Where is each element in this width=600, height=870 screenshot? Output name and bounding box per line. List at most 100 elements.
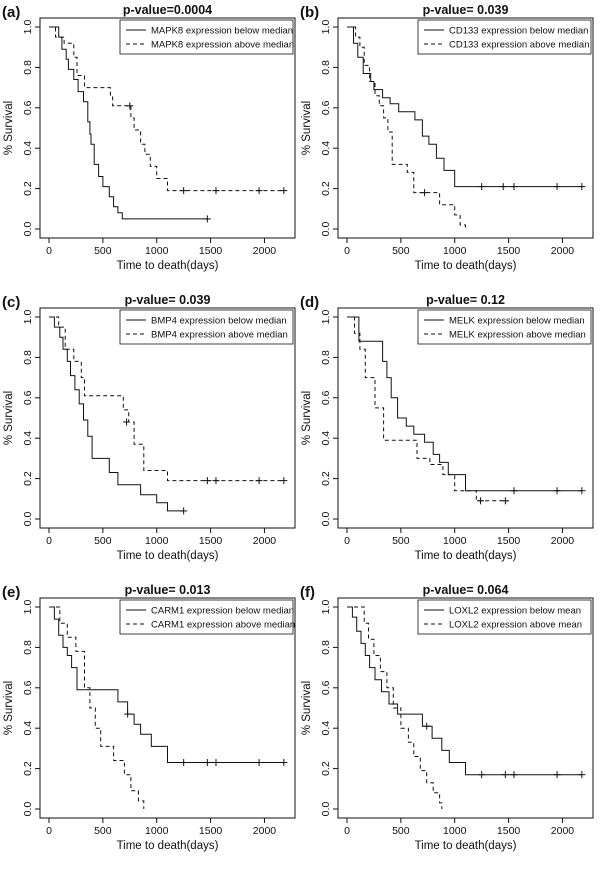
y-tick-label: 0.8 [22, 350, 34, 365]
x-tick-label: 1000 [145, 825, 169, 837]
series-line-below [347, 26, 582, 188]
chart-title: p-value= 0.039 [423, 3, 509, 17]
censor-mark [553, 183, 561, 191]
panel-label: (c) [2, 294, 20, 311]
x-tick-label: 0 [344, 535, 350, 547]
chart-title: p-value= 0.12 [426, 293, 505, 307]
x-tick-label: 500 [94, 245, 112, 257]
x-tick-label: 2000 [551, 535, 575, 547]
y-tick-label: 0.6 [22, 100, 34, 115]
censor-mark [255, 759, 263, 767]
censor-mark [280, 759, 288, 767]
y-tick-label: 0.8 [22, 640, 34, 655]
censor-mark [421, 189, 429, 197]
survival-panel-a: (a) p-value=0.0004 0 500 1000 1500 2000 0.0 0.2 0… [2, 3, 296, 272]
x-tick-label: 500 [94, 825, 112, 837]
legend-box [417, 599, 592, 635]
x-tick-label: 0 [46, 535, 52, 547]
y-axis-label: % Survival [3, 101, 15, 155]
y-axis-label: % Survival [301, 101, 313, 155]
legend-entry: CARM1 expression above median [151, 620, 295, 631]
y-tick-label: 0.2 [320, 471, 332, 486]
panel-label: (d) [300, 294, 319, 311]
censor-mark [553, 487, 561, 495]
censor-mark [255, 477, 263, 485]
y-tick-label: 0.6 [320, 390, 332, 405]
legend-entry: BMP4 expression below median [151, 316, 287, 327]
x-axis-label: Time to death(days) [117, 550, 219, 562]
plot-frame [39, 17, 296, 239]
y-tick-label: 0.4 [22, 721, 34, 736]
censor-mark [180, 759, 188, 767]
censor-mark [477, 497, 485, 505]
x-tick-label: 500 [392, 245, 410, 257]
censor-mark [578, 771, 586, 779]
y-tick-label: 0.6 [22, 680, 34, 695]
y-tick-label: 1.0 [320, 600, 332, 615]
x-tick-label: 1000 [443, 825, 467, 837]
y-tick-label: 0.0 [22, 222, 34, 237]
censor-mark [203, 477, 211, 485]
x-tick-label: 1500 [497, 535, 521, 547]
censor-mark [280, 187, 288, 195]
y-tick-label: 0.2 [320, 761, 332, 776]
x-tick-label: 2000 [253, 535, 277, 547]
legend-box [417, 309, 592, 345]
legend: CD133 expression below median CD133 expre… [417, 19, 592, 55]
y-axis-label: % Survival [3, 681, 15, 735]
y-axis-label: % Survival [301, 391, 313, 445]
survival-panel-b: (b) p-value= 0.039 0 500 1000 1500 2000 0.0 0.2 0… [300, 3, 594, 272]
chart-title: p-value= 0.039 [125, 293, 211, 307]
x-tick-label: 2000 [551, 245, 575, 257]
y-tick-label: 1.0 [320, 20, 332, 35]
y-tick-label: 1.0 [22, 310, 34, 325]
censor-mark [510, 487, 518, 495]
series-line-below [347, 606, 582, 776]
censor-mark [578, 183, 586, 191]
series-line-below [49, 606, 284, 763]
chart-title: p-value= 0.064 [423, 583, 509, 597]
series-line-below [49, 26, 208, 220]
survival-panel-f: (f) p-value= 0.064 0 500 1000 1500 2000 0.0 0.2 0… [300, 583, 594, 852]
censor-mark [212, 187, 220, 195]
x-tick-label: 1500 [497, 245, 521, 257]
censor-mark [553, 771, 561, 779]
legend: LOXL2 expression below mean LOXL2 express… [417, 599, 592, 635]
y-tick-label: 0.4 [320, 721, 332, 736]
legend-entry: LOXL2 expression below mean [449, 606, 581, 617]
x-tick-label: 1500 [497, 825, 521, 837]
x-axis-label: Time to death(days) [117, 260, 219, 272]
y-tick-label: 0.6 [320, 680, 332, 695]
censor-mark [510, 771, 518, 779]
x-axis-label: Time to death(days) [415, 840, 517, 852]
survival-panel-d: (d) p-value= 0.12 0 500 1000 1500 2000 0.0 0.2 0.… [300, 293, 594, 562]
censor-mark [280, 477, 288, 485]
y-tick-label: 0.8 [320, 350, 332, 365]
plot-frame [39, 307, 296, 529]
legend: MELK expression below median MELK express… [417, 309, 592, 345]
y-tick-label: 0.0 [22, 802, 34, 817]
plot-frame [337, 307, 594, 529]
y-tick-label: 0.8 [320, 640, 332, 655]
legend-entry: MELK expression below median [449, 316, 585, 327]
legend-entry: LOXL2 expression above mean [449, 620, 582, 631]
legend-entry: MAPK8 expression above median [151, 40, 294, 51]
censor-mark [212, 477, 220, 485]
censor-mark [212, 759, 220, 767]
legend: MAPK8 expression below median MAPK8 expre… [119, 19, 294, 55]
y-tick-label: 0.2 [22, 471, 34, 486]
panel-label: (a) [2, 4, 20, 21]
series-line-below [347, 316, 582, 492]
x-tick-label: 1500 [199, 825, 223, 837]
censor-mark [510, 183, 518, 191]
y-axis-label: % Survival [3, 391, 15, 445]
y-tick-label: 1.0 [22, 600, 34, 615]
legend-entry: CD133 expression below median [449, 26, 588, 37]
series-line-above [49, 316, 284, 482]
y-tick-label: 0.6 [22, 390, 34, 405]
y-tick-label: 0.2 [22, 761, 34, 776]
chart-title: p-value=0.0004 [123, 3, 212, 17]
censor-mark [124, 710, 132, 718]
x-tick-label: 2000 [551, 825, 575, 837]
